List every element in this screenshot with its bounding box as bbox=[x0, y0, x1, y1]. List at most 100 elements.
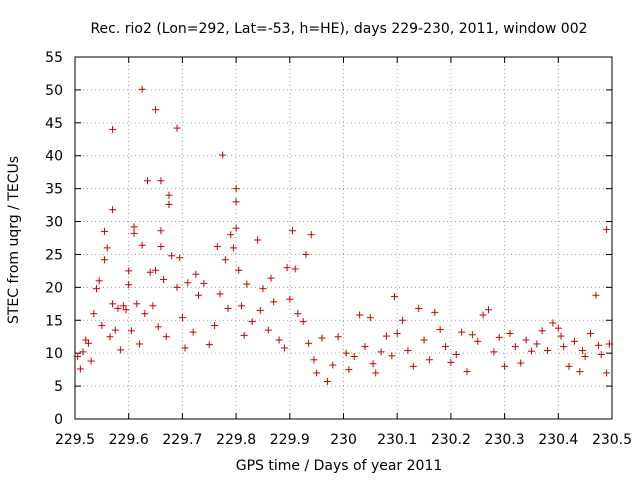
data-point bbox=[511, 343, 519, 351]
data-point bbox=[224, 304, 232, 312]
data-point bbox=[103, 244, 111, 252]
data-point bbox=[603, 225, 611, 233]
data-point bbox=[219, 151, 227, 159]
y-tick-label: 45 bbox=[45, 116, 63, 132]
data-point bbox=[291, 265, 299, 273]
data-point bbox=[447, 358, 455, 366]
data-point bbox=[372, 369, 380, 377]
data-point bbox=[195, 291, 203, 299]
data-point bbox=[106, 333, 114, 341]
data-point bbox=[130, 223, 138, 231]
data-point bbox=[307, 231, 315, 239]
data-point bbox=[157, 227, 165, 235]
data-point bbox=[522, 336, 530, 344]
data-point bbox=[391, 293, 399, 301]
data-point bbox=[92, 285, 100, 293]
data-point bbox=[280, 344, 288, 352]
data-point bbox=[205, 341, 213, 349]
data-point bbox=[176, 254, 184, 262]
data-point bbox=[404, 347, 412, 355]
data-point bbox=[157, 243, 165, 251]
data-point bbox=[141, 310, 149, 318]
data-point bbox=[310, 356, 318, 364]
data-point bbox=[313, 369, 321, 377]
data-point bbox=[173, 124, 181, 132]
data-point bbox=[603, 369, 611, 377]
data-point bbox=[138, 241, 146, 249]
data-point bbox=[229, 244, 237, 252]
data-point bbox=[90, 310, 98, 318]
data-point bbox=[544, 347, 552, 355]
data-point bbox=[356, 311, 364, 319]
x-tick-label: 230.1 bbox=[377, 432, 417, 448]
data-point bbox=[554, 324, 562, 332]
x-tick-label: 229.6 bbox=[109, 432, 149, 448]
data-point bbox=[200, 279, 208, 287]
data-point bbox=[415, 304, 423, 312]
data-point bbox=[302, 250, 310, 258]
data-point bbox=[130, 229, 138, 237]
data-point bbox=[154, 323, 162, 331]
y-tick-label: 35 bbox=[45, 182, 63, 198]
data-point bbox=[334, 333, 342, 341]
y-tick-label: 30 bbox=[45, 215, 63, 231]
data-point bbox=[101, 227, 109, 235]
data-point bbox=[98, 322, 106, 330]
data-point bbox=[211, 322, 219, 330]
data-point bbox=[184, 279, 192, 287]
x-tick-label: 230.3 bbox=[485, 432, 525, 448]
data-point bbox=[506, 329, 514, 337]
data-point bbox=[275, 336, 283, 344]
data-point bbox=[152, 266, 160, 274]
data-point bbox=[117, 346, 125, 354]
data-point bbox=[79, 348, 87, 356]
data-point bbox=[283, 264, 291, 272]
data-point bbox=[109, 300, 117, 308]
y-axis-title: STEC from uqrg / TECUs bbox=[6, 156, 22, 324]
data-point bbox=[237, 302, 245, 310]
data-point bbox=[592, 291, 600, 299]
data-point bbox=[135, 340, 143, 348]
data-point bbox=[468, 331, 476, 339]
data-point bbox=[213, 243, 221, 251]
data-point bbox=[168, 252, 176, 260]
data-point bbox=[366, 314, 374, 322]
grid-layer bbox=[75, 57, 612, 419]
data-point bbox=[345, 366, 353, 374]
y-tick-label: 50 bbox=[45, 83, 63, 99]
data-point bbox=[240, 331, 248, 339]
data-point bbox=[570, 337, 578, 345]
data-points bbox=[74, 85, 613, 385]
data-point bbox=[436, 325, 444, 333]
data-point bbox=[420, 336, 428, 344]
data-point bbox=[192, 270, 200, 278]
data-point bbox=[474, 337, 482, 345]
data-point bbox=[138, 85, 146, 93]
data-point bbox=[133, 300, 141, 308]
data-point bbox=[484, 306, 492, 314]
chart-title: Rec. rio2 (Lon=292, Lat=-53, h=HE), days… bbox=[90, 21, 587, 37]
data-point bbox=[527, 347, 535, 355]
data-point bbox=[318, 334, 326, 342]
x-tick-label: 230 bbox=[330, 432, 357, 448]
data-point bbox=[288, 227, 296, 235]
data-point bbox=[479, 311, 487, 319]
data-point bbox=[243, 280, 251, 288]
data-point bbox=[342, 349, 350, 357]
y-tick-label: 40 bbox=[45, 149, 63, 165]
data-point bbox=[286, 295, 294, 303]
data-point bbox=[76, 365, 84, 373]
data-point bbox=[581, 352, 589, 360]
data-point bbox=[189, 328, 197, 336]
data-point bbox=[235, 266, 243, 274]
data-point bbox=[425, 356, 433, 364]
data-point bbox=[248, 318, 256, 326]
x-axis-ticks: 229.5 229.6 229.7 229.8 229.9 230 230.1 230.2 23… bbox=[55, 57, 632, 448]
data-point bbox=[442, 343, 450, 351]
data-point bbox=[399, 316, 407, 324]
data-point bbox=[329, 361, 337, 369]
data-point bbox=[173, 283, 181, 291]
data-point bbox=[109, 206, 117, 214]
